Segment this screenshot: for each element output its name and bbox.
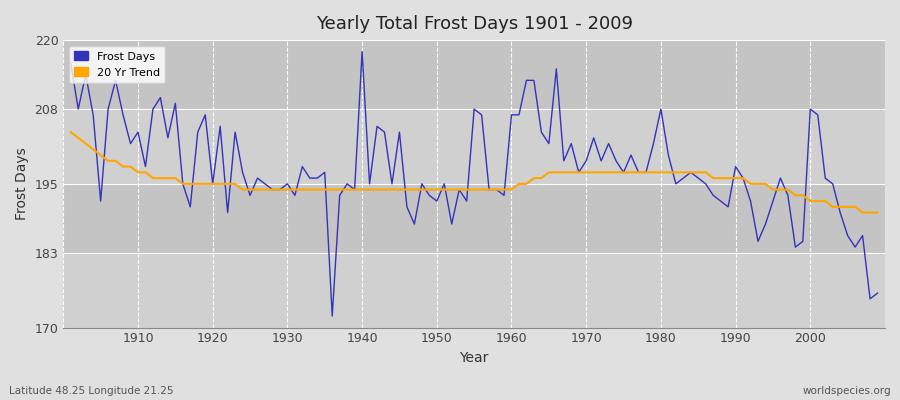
Frost Days bbox=[290, 193, 301, 198]
X-axis label: Year: Year bbox=[460, 351, 489, 365]
Frost Days bbox=[611, 158, 622, 163]
20 Yr Trend bbox=[872, 210, 883, 215]
20 Yr Trend bbox=[506, 187, 517, 192]
Frost Days bbox=[327, 314, 338, 318]
20 Yr Trend bbox=[290, 187, 301, 192]
Frost Days bbox=[125, 141, 136, 146]
Y-axis label: Frost Days: Frost Days bbox=[15, 148, 29, 220]
Frost Days bbox=[66, 61, 77, 66]
20 Yr Trend bbox=[596, 170, 607, 175]
20 Yr Trend bbox=[334, 187, 345, 192]
Frost Days bbox=[342, 182, 353, 186]
Bar bbox=[63, 40, 885, 109]
20 Yr Trend bbox=[66, 130, 77, 134]
Bar bbox=[63, 184, 885, 253]
Bar bbox=[63, 109, 885, 184]
Legend: Frost Days, 20 Yr Trend: Frost Days, 20 Yr Trend bbox=[68, 46, 166, 83]
Title: Yearly Total Frost Days 1901 - 2009: Yearly Total Frost Days 1901 - 2009 bbox=[316, 15, 633, 33]
Bar bbox=[63, 253, 885, 328]
Text: Latitude 48.25 Longitude 21.25: Latitude 48.25 Longitude 21.25 bbox=[9, 386, 174, 396]
Frost Days bbox=[872, 291, 883, 296]
Frost Days bbox=[356, 49, 367, 54]
Frost Days bbox=[521, 78, 532, 83]
20 Yr Trend bbox=[857, 210, 868, 215]
20 Yr Trend bbox=[499, 187, 509, 192]
20 Yr Trend bbox=[125, 164, 136, 169]
Frost Days bbox=[514, 112, 525, 117]
Text: worldspecies.org: worldspecies.org bbox=[803, 386, 891, 396]
Line: 20 Yr Trend: 20 Yr Trend bbox=[71, 132, 878, 212]
Line: Frost Days: Frost Days bbox=[71, 52, 878, 316]
